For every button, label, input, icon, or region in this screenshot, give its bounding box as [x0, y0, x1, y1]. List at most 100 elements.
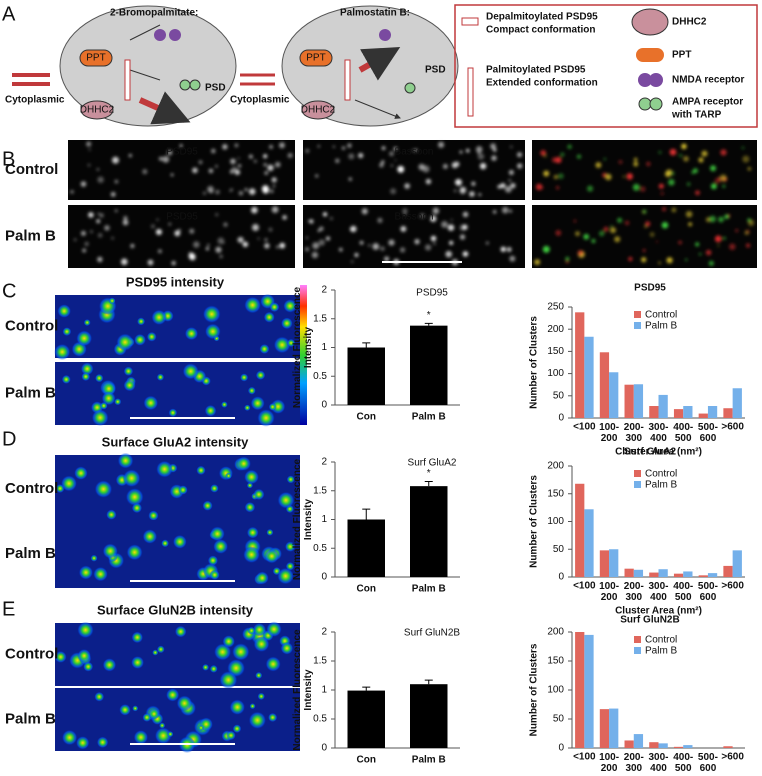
puncta: [305, 236, 309, 239]
heatmap-spot: [273, 336, 291, 354]
nmda-icon: [154, 29, 166, 41]
puncta: [459, 234, 466, 240]
x-tick-label: 100-200: [599, 581, 619, 603]
heatmap-spot: [122, 469, 141, 488]
puncta: [632, 183, 640, 191]
puncta: [114, 209, 118, 213]
puncta: [206, 247, 209, 251]
puncta: [252, 224, 259, 231]
x-tick-label: >600: [721, 581, 744, 592]
puncta: [379, 162, 384, 168]
legend-swatch: [634, 636, 641, 643]
legend-ampa: [649, 97, 663, 111]
puncta: [454, 161, 460, 167]
puncta: [411, 149, 414, 152]
heatmap-spot: [151, 309, 167, 325]
heatmap-spot: [281, 317, 293, 330]
y-tick-label: 50: [553, 714, 565, 725]
puncta: [714, 235, 722, 243]
arrow: [12, 73, 50, 86]
legend-label: Control: [645, 469, 677, 480]
bar: [649, 572, 659, 577]
error-bar: [362, 686, 371, 691]
puncta: [359, 240, 364, 245]
heatmap-spot: [284, 541, 296, 552]
puncta: [628, 256, 633, 262]
puncta: [400, 226, 407, 232]
heatmap-spot: [202, 663, 210, 671]
heatmap-spot: [148, 510, 159, 521]
puncta: [171, 261, 176, 266]
puncta: [198, 160, 203, 165]
heatmap-spot: [204, 404, 217, 417]
puncta: [508, 178, 512, 182]
heatmap-spot: [209, 526, 225, 542]
puncta: [242, 241, 249, 248]
puncta: [287, 152, 293, 159]
micrograph-texture: [535, 143, 752, 196]
diagram-title: 2-Bromopalmitate:: [110, 8, 198, 19]
heatmap-spot: [182, 363, 199, 380]
puncta: [717, 244, 720, 247]
puncta: [341, 146, 346, 150]
puncta: [557, 173, 564, 179]
puncta: [471, 181, 476, 186]
cytoplasmic-label: Cytoplasmic: [5, 95, 65, 106]
bar: [658, 569, 668, 577]
puncta: [492, 148, 497, 152]
puncta: [267, 164, 274, 171]
puncta: [540, 150, 547, 156]
bar: [609, 549, 619, 577]
x-tick-label: 500-600: [698, 422, 718, 444]
y-tick-label: 1: [321, 685, 327, 696]
bar: [673, 573, 684, 577]
puncta: [491, 155, 497, 161]
puncta: [432, 207, 440, 215]
puncta: [414, 239, 420, 245]
puncta: [450, 219, 453, 222]
heatmap-spot: [178, 485, 188, 495]
heatmap-spot: [119, 704, 131, 716]
heatmap-spot: [102, 543, 118, 559]
puncta: [325, 236, 331, 241]
puncta: [445, 250, 453, 258]
heatmap-spot: [152, 649, 159, 656]
heatmap-spot: [93, 566, 108, 582]
heatmap-spot: [283, 299, 297, 313]
legend-ppt: [636, 48, 664, 62]
puncta: [509, 255, 516, 262]
puncta: [402, 208, 408, 214]
bar: [347, 690, 385, 748]
heatmap-spot: [246, 526, 259, 539]
heatmap-spot: [176, 695, 193, 712]
y-tick-label: 1.5: [313, 656, 327, 667]
puncta: [104, 225, 110, 231]
heatmap-spot: [167, 731, 174, 738]
puncta: [361, 208, 368, 215]
heatmap-spot: [134, 333, 146, 346]
heatmap-spot: [126, 544, 143, 561]
bar: [732, 550, 742, 577]
puncta: [543, 154, 547, 158]
puncta: [459, 188, 466, 195]
heatmap-spot: [244, 404, 251, 411]
puncta: [230, 158, 236, 165]
y-tick-label: 2: [321, 457, 327, 468]
puncta: [598, 230, 605, 237]
puncta: [517, 163, 523, 169]
puncta: [551, 157, 558, 163]
row-label: Control: [5, 480, 58, 497]
puncta: [454, 179, 460, 185]
puncta: [656, 240, 659, 243]
arrow: [240, 73, 275, 86]
y-tick-label: 200: [547, 627, 564, 638]
ampa-icon: [179, 79, 191, 91]
puncta: [626, 173, 633, 180]
puncta: [215, 189, 220, 195]
x-axis-label: Cluster Area (nm²): [615, 606, 702, 617]
puncta: [350, 260, 354, 263]
puncta: [263, 154, 268, 159]
puncta: [263, 163, 267, 167]
puncta: [335, 158, 340, 164]
x-axis-label: Cluster Area (nm²): [615, 447, 702, 458]
